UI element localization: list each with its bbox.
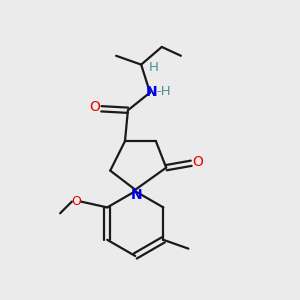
Text: N: N [131,188,142,202]
Text: H: H [148,61,158,74]
Text: O: O [192,155,203,169]
Text: N: N [146,85,157,99]
Text: -H: -H [156,85,171,98]
Text: O: O [89,100,100,114]
Text: O: O [71,195,81,208]
